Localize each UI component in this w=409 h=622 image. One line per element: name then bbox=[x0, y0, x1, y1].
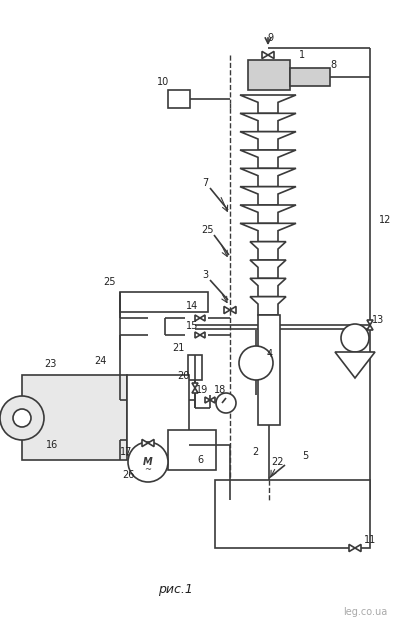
Polygon shape bbox=[249, 297, 285, 315]
Text: 15: 15 bbox=[185, 321, 198, 331]
Bar bbox=[247, 60, 289, 90]
Text: 25: 25 bbox=[201, 225, 214, 235]
Polygon shape bbox=[239, 187, 295, 205]
Bar bbox=[214, 480, 369, 548]
Polygon shape bbox=[239, 95, 295, 113]
Text: 8: 8 bbox=[329, 60, 335, 70]
Bar bbox=[127, 375, 189, 455]
Polygon shape bbox=[148, 439, 154, 447]
Polygon shape bbox=[366, 320, 372, 325]
Bar bbox=[257, 315, 279, 425]
Bar bbox=[168, 90, 189, 108]
Polygon shape bbox=[354, 544, 360, 552]
Polygon shape bbox=[191, 388, 198, 393]
Bar bbox=[188, 355, 202, 380]
Text: 3: 3 bbox=[202, 270, 207, 280]
Polygon shape bbox=[249, 260, 285, 278]
Text: 7: 7 bbox=[201, 178, 208, 188]
Polygon shape bbox=[229, 307, 236, 313]
Polygon shape bbox=[249, 242, 285, 260]
Text: 20: 20 bbox=[176, 371, 189, 381]
Text: 21: 21 bbox=[172, 343, 184, 353]
Text: 12: 12 bbox=[378, 215, 390, 225]
Circle shape bbox=[340, 324, 368, 352]
Polygon shape bbox=[267, 52, 273, 58]
Polygon shape bbox=[209, 397, 214, 403]
Text: рис.1: рис.1 bbox=[157, 583, 192, 596]
Bar bbox=[168, 430, 216, 470]
Text: leg.co.ua: leg.co.ua bbox=[342, 607, 386, 617]
Text: 13: 13 bbox=[371, 315, 383, 325]
Polygon shape bbox=[195, 315, 200, 321]
Text: 1: 1 bbox=[298, 50, 304, 60]
Text: 25: 25 bbox=[103, 277, 116, 287]
Text: 19: 19 bbox=[196, 385, 208, 395]
Text: 4: 4 bbox=[266, 349, 272, 359]
Polygon shape bbox=[200, 332, 204, 338]
Polygon shape bbox=[195, 332, 200, 338]
Polygon shape bbox=[239, 150, 295, 169]
Polygon shape bbox=[200, 315, 204, 321]
Circle shape bbox=[13, 409, 31, 427]
Text: 16: 16 bbox=[46, 440, 58, 450]
Text: 23: 23 bbox=[44, 359, 56, 369]
Text: 22: 22 bbox=[271, 457, 283, 467]
Polygon shape bbox=[239, 205, 295, 223]
Polygon shape bbox=[204, 397, 209, 403]
Polygon shape bbox=[348, 544, 354, 552]
Polygon shape bbox=[239, 132, 295, 150]
Circle shape bbox=[216, 393, 236, 413]
Text: 5: 5 bbox=[301, 451, 308, 461]
Text: 24: 24 bbox=[94, 356, 106, 366]
Text: 11: 11 bbox=[363, 535, 375, 545]
Text: M: M bbox=[143, 457, 153, 467]
Text: 26: 26 bbox=[121, 470, 134, 480]
Polygon shape bbox=[191, 383, 198, 388]
Text: 6: 6 bbox=[196, 455, 202, 465]
Text: 9: 9 bbox=[266, 33, 272, 43]
Text: 14: 14 bbox=[185, 301, 198, 311]
Polygon shape bbox=[239, 169, 295, 187]
Polygon shape bbox=[223, 307, 229, 313]
Polygon shape bbox=[142, 439, 148, 447]
Bar bbox=[22, 375, 127, 460]
Bar bbox=[120, 292, 207, 312]
Circle shape bbox=[0, 396, 44, 440]
Polygon shape bbox=[239, 113, 295, 132]
Polygon shape bbox=[261, 52, 267, 58]
Polygon shape bbox=[239, 223, 295, 242]
Text: 17: 17 bbox=[119, 447, 132, 457]
Polygon shape bbox=[366, 325, 372, 330]
Text: 18: 18 bbox=[213, 385, 226, 395]
Bar bbox=[289, 68, 329, 86]
Polygon shape bbox=[249, 278, 285, 297]
Text: 2: 2 bbox=[251, 447, 258, 457]
Circle shape bbox=[238, 346, 272, 380]
Circle shape bbox=[128, 442, 168, 482]
Polygon shape bbox=[334, 352, 374, 378]
Text: 10: 10 bbox=[157, 77, 169, 87]
Text: ~: ~ bbox=[144, 465, 151, 475]
